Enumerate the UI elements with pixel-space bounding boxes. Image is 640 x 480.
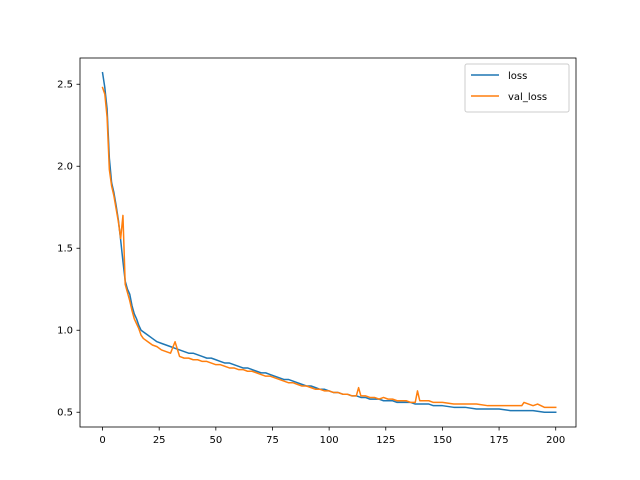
legend-label-loss: loss	[508, 71, 527, 82]
y-axis: 0.5 1.0 1.5 2.0 2.5	[57, 80, 80, 419]
x-tick-label: 150	[433, 435, 452, 446]
x-tick-label: 125	[376, 435, 395, 446]
x-tick-label: 175	[490, 435, 509, 446]
series-line-loss	[101, 71, 557, 413]
x-tick-label: 0	[99, 435, 105, 446]
x-tick-label: 50	[209, 435, 222, 446]
x-axis: 0 25 50 75 100 125 150 175 200	[99, 427, 565, 446]
y-tick-label: 2.5	[57, 80, 73, 91]
y-tick-label: 1.0	[57, 326, 73, 337]
series-layer	[101, 71, 557, 413]
series-line-val-loss	[101, 86, 557, 409]
y-tick-label: 0.5	[57, 408, 73, 419]
legend-box	[464, 63, 570, 113]
legend-label-val-loss: val_loss	[508, 92, 547, 103]
x-tick-label: 100	[320, 435, 339, 446]
x-tick-label: 200	[546, 435, 565, 446]
y-tick-label: 2.0	[57, 162, 73, 173]
plot-area	[80, 58, 576, 427]
axes-frame	[79, 57, 577, 428]
x-tick-label: 25	[153, 435, 166, 446]
y-tick-label: 1.5	[57, 244, 73, 255]
legend: loss val_loss	[464, 63, 570, 113]
x-tick-label: 75	[266, 435, 279, 446]
